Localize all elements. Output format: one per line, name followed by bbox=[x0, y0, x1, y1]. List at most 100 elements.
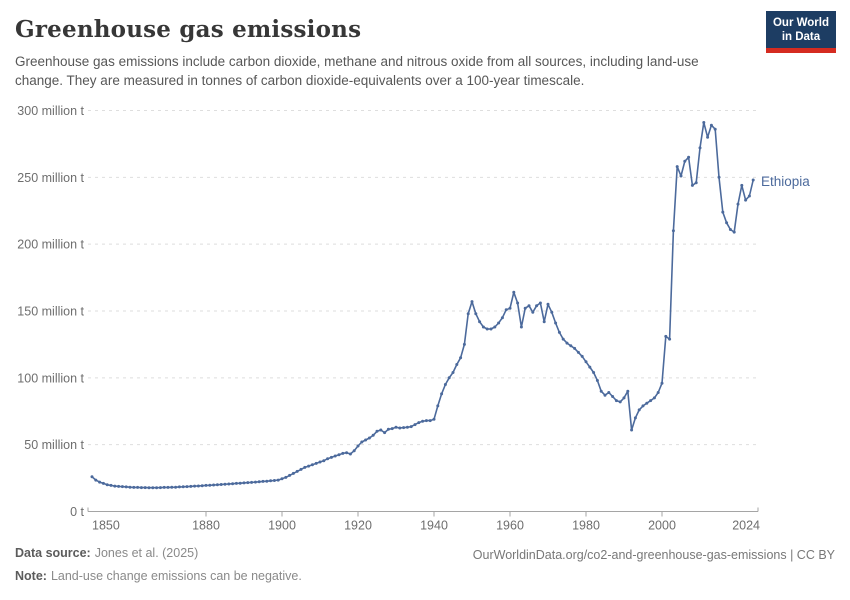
data-point[interactable] bbox=[668, 337, 672, 341]
data-point[interactable] bbox=[98, 480, 102, 484]
data-point[interactable] bbox=[698, 146, 702, 150]
data-point[interactable] bbox=[383, 431, 387, 435]
data-point[interactable] bbox=[310, 463, 314, 467]
data-point[interactable] bbox=[451, 371, 455, 374]
data-point[interactable] bbox=[303, 465, 307, 469]
data-point[interactable] bbox=[136, 485, 140, 489]
data-point[interactable] bbox=[155, 486, 159, 490]
data-point[interactable] bbox=[288, 473, 292, 477]
data-point[interactable] bbox=[565, 341, 569, 345]
data-point[interactable] bbox=[139, 486, 143, 490]
data-point[interactable] bbox=[299, 467, 303, 471]
data-point[interactable] bbox=[345, 451, 349, 455]
data-point[interactable] bbox=[588, 365, 592, 369]
data-point[interactable] bbox=[728, 228, 732, 231]
data-point[interactable] bbox=[725, 221, 729, 225]
data-point[interactable] bbox=[371, 433, 375, 437]
data-point[interactable] bbox=[656, 391, 660, 394]
data-point[interactable] bbox=[633, 416, 637, 420]
data-point[interactable] bbox=[660, 381, 664, 385]
data-point[interactable] bbox=[637, 408, 641, 412]
data-point[interactable] bbox=[261, 479, 265, 483]
data-point[interactable] bbox=[664, 334, 668, 338]
data-point[interactable] bbox=[147, 486, 151, 490]
data-point[interactable] bbox=[675, 165, 679, 169]
data-point[interactable] bbox=[462, 342, 466, 346]
data-point[interactable] bbox=[413, 423, 417, 427]
data-point[interactable] bbox=[337, 453, 341, 457]
data-point[interactable] bbox=[405, 425, 409, 429]
data-point[interactable] bbox=[208, 483, 212, 487]
data-point[interactable] bbox=[694, 181, 698, 185]
data-point[interactable] bbox=[671, 229, 675, 233]
data-point[interactable] bbox=[489, 327, 493, 331]
data-point[interactable] bbox=[474, 312, 478, 316]
data-point[interactable] bbox=[109, 483, 113, 487]
data-point[interactable] bbox=[706, 135, 710, 139]
data-point[interactable] bbox=[497, 321, 501, 325]
data-point[interactable] bbox=[166, 485, 170, 489]
data-point[interactable] bbox=[459, 356, 463, 360]
data-point[interactable] bbox=[326, 457, 330, 461]
data-point[interactable] bbox=[185, 485, 189, 489]
canonical-url-link[interactable]: OurWorldinData.org/co2-and-greenhouse-ga… bbox=[472, 548, 835, 562]
data-point[interactable] bbox=[523, 306, 527, 310]
data-point[interactable] bbox=[409, 425, 413, 429]
data-point[interactable] bbox=[329, 455, 333, 459]
data-point[interactable] bbox=[113, 484, 117, 488]
data-point[interactable] bbox=[436, 404, 440, 408]
data-point[interactable] bbox=[709, 123, 713, 127]
data-point[interactable] bbox=[151, 486, 155, 490]
data-point[interactable] bbox=[542, 320, 546, 324]
data-point[interactable] bbox=[721, 210, 725, 214]
data-point[interactable] bbox=[386, 427, 390, 431]
data-point[interactable] bbox=[170, 485, 174, 489]
data-point[interactable] bbox=[174, 485, 178, 489]
data-point[interactable] bbox=[162, 485, 166, 489]
data-point[interactable] bbox=[641, 404, 645, 408]
data-point[interactable] bbox=[360, 440, 364, 444]
data-point[interactable] bbox=[215, 483, 219, 487]
data-point[interactable] bbox=[101, 481, 105, 485]
data-point[interactable] bbox=[269, 479, 273, 483]
data-point[interactable] bbox=[440, 392, 444, 396]
data-point[interactable] bbox=[447, 376, 451, 380]
data-point[interactable] bbox=[193, 484, 197, 488]
data-point[interactable] bbox=[576, 350, 580, 354]
data-point[interactable] bbox=[181, 485, 185, 489]
data-point[interactable] bbox=[751, 178, 755, 182]
data-point[interactable] bbox=[257, 480, 261, 484]
data-point[interactable] bbox=[375, 429, 379, 433]
data-point[interactable] bbox=[611, 395, 615, 398]
data-point[interactable] bbox=[124, 485, 128, 489]
data-point[interactable] bbox=[189, 484, 193, 488]
data-point[interactable] bbox=[379, 428, 383, 432]
data-point[interactable] bbox=[512, 290, 516, 294]
data-point[interactable] bbox=[557, 330, 561, 334]
data-point[interactable] bbox=[394, 425, 398, 429]
data-point[interactable] bbox=[280, 477, 284, 481]
data-point[interactable] bbox=[314, 461, 318, 465]
data-point[interactable] bbox=[276, 478, 280, 482]
data-point[interactable] bbox=[352, 449, 356, 453]
data-point[interactable] bbox=[265, 479, 269, 483]
data-point[interactable] bbox=[500, 316, 504, 320]
data-point[interactable] bbox=[333, 454, 337, 458]
data-point[interactable] bbox=[238, 481, 242, 485]
data-point[interactable] bbox=[679, 174, 683, 178]
data-point[interactable] bbox=[295, 469, 299, 473]
data-point[interactable] bbox=[466, 312, 470, 316]
data-point[interactable] bbox=[652, 396, 656, 400]
data-point[interactable] bbox=[580, 354, 584, 358]
data-point[interactable] bbox=[246, 481, 250, 485]
data-point[interactable] bbox=[470, 300, 474, 304]
data-point[interactable] bbox=[744, 198, 748, 202]
data-point[interactable] bbox=[740, 183, 744, 187]
data-point[interactable] bbox=[531, 310, 535, 314]
data-point[interactable] bbox=[356, 444, 360, 448]
data-point[interactable] bbox=[702, 121, 706, 124]
data-point[interactable] bbox=[614, 399, 618, 403]
data-point[interactable] bbox=[687, 155, 691, 159]
data-point[interactable] bbox=[626, 389, 630, 393]
